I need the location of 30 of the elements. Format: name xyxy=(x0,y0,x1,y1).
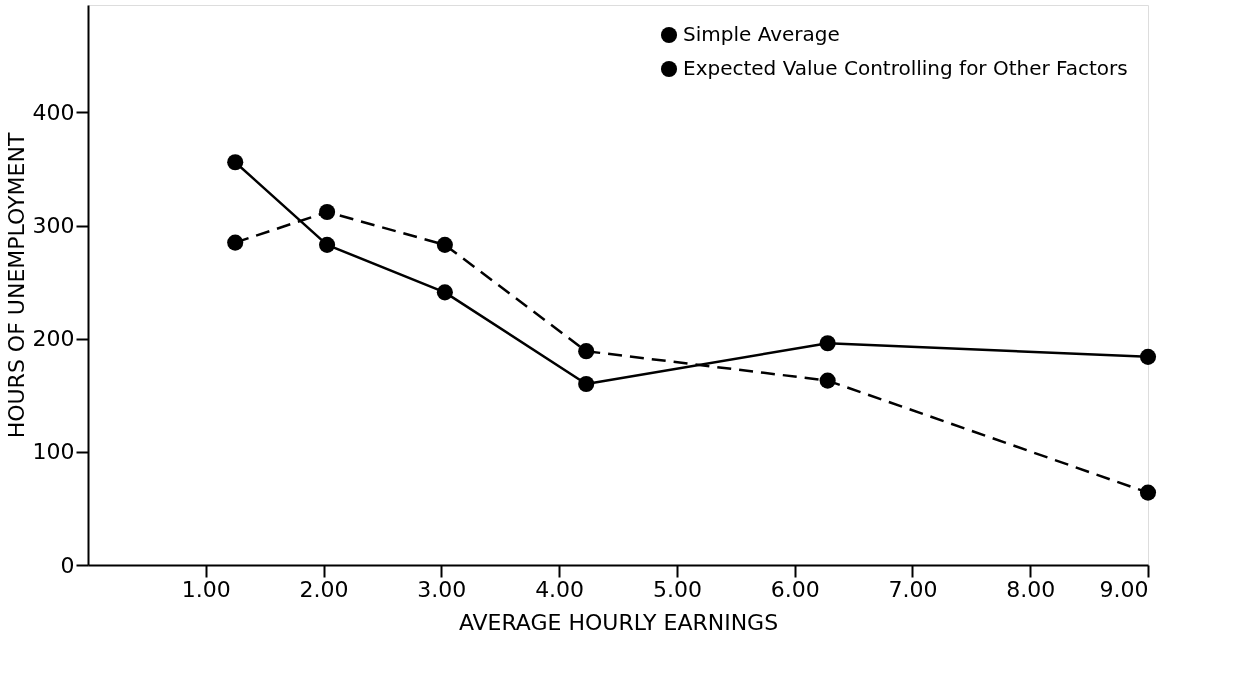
x-tick-label: 9.00 xyxy=(1099,576,1149,602)
point xyxy=(1139,348,1157,365)
y-tick-label: 0 xyxy=(60,552,75,578)
x-tick-label: 3.00 xyxy=(417,576,467,602)
point xyxy=(1139,484,1157,501)
point xyxy=(319,236,336,253)
point xyxy=(319,203,336,221)
y-tick-label: 400 xyxy=(32,99,75,125)
y-tick-label: 100 xyxy=(32,439,75,465)
legend-label: Simple Average xyxy=(683,22,840,46)
point xyxy=(227,154,244,171)
x-tick-label: 5.00 xyxy=(652,576,702,602)
point xyxy=(578,343,595,360)
x-tick-label: 8.00 xyxy=(1006,576,1056,602)
point xyxy=(578,375,595,393)
y-tick-label: 200 xyxy=(32,326,75,352)
point xyxy=(819,372,836,389)
point xyxy=(227,234,244,251)
point xyxy=(819,335,836,352)
x-tick-label: 4.00 xyxy=(535,576,585,602)
y-axis-title: HOURS OF UNEMPLOYMENT xyxy=(3,132,29,439)
point xyxy=(436,284,453,301)
x-axis-title: AVERAGE HOURLY EARNINGS xyxy=(458,609,779,635)
legend-label: Expected Value Controlling for Other Factors xyxy=(683,56,1128,80)
x-tick-label: 7.00 xyxy=(888,576,938,602)
y-tick-label: 300 xyxy=(32,213,75,239)
x-tick-label: 2.00 xyxy=(299,576,349,602)
point xyxy=(436,236,453,253)
x-tick-label: 1.00 xyxy=(181,576,231,602)
x-tick-label: 6.00 xyxy=(770,576,820,602)
